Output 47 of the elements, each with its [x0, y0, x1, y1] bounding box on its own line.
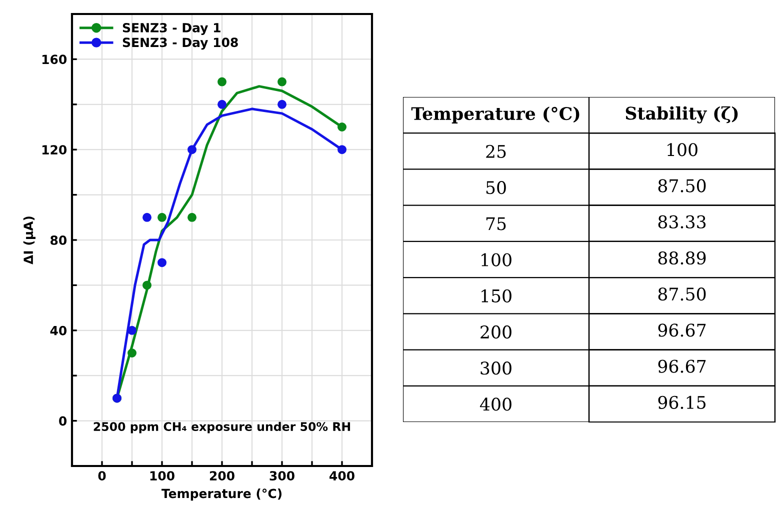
x-tick-label: 400: [330, 471, 354, 481]
data-label: 96.15: [658, 396, 706, 409]
point: [218, 100, 226, 109]
y-tick-label: 100: [482, 253, 512, 266]
point: [218, 77, 226, 86]
y-axis-title: ΔI (μA): [23, 216, 36, 264]
point: [158, 212, 166, 222]
y-tick-label: 400: [480, 398, 512, 411]
point: [278, 77, 286, 86]
y-axis-title: Temperature (°C): [411, 106, 580, 124]
data-label: 83.33: [658, 215, 706, 228]
point: [128, 348, 136, 358]
data-label: 88.89: [658, 251, 706, 265]
point: [188, 212, 196, 222]
x-axis-title: Temperature (°C): [162, 488, 282, 501]
point: [142, 280, 152, 290]
y-tick-label: 25: [486, 144, 506, 158]
annotation: 2500 ppm CH₄ exposure under 50% RH: [94, 422, 350, 434]
x-tick-label: Stability (ζ): [626, 106, 738, 124]
y-tick-label: 40: [50, 326, 67, 336]
y-tick-label: 75: [486, 217, 506, 230]
y-tick-label: 50: [486, 180, 506, 194]
x-tick-label: 100: [150, 471, 174, 481]
y-tick-label: 200: [480, 325, 512, 339]
y-tick-label: 300: [480, 362, 512, 375]
legend-label: SENZ3 - Day 108: [122, 38, 238, 50]
y-tick-label: 160: [42, 54, 67, 64]
x-tick-label: 300: [270, 471, 294, 481]
y-tick-label: 150: [482, 289, 512, 302]
x-tick-label: 0: [98, 471, 106, 481]
y-tick-label: 120: [42, 145, 67, 155]
point: [128, 326, 136, 335]
data-label: 87.50: [658, 288, 706, 301]
legend-label: SENZ3 - Day 1: [122, 22, 220, 35]
data-label: 100: [668, 143, 698, 156]
point: [188, 145, 196, 154]
point: [338, 145, 346, 154]
point: [278, 100, 286, 109]
data-label: 96.67: [658, 360, 706, 373]
point: [338, 122, 346, 132]
point: [142, 212, 152, 222]
data-label: 87.50: [658, 179, 706, 192]
data-label: 96.67: [658, 324, 706, 337]
x-tick-label: 200: [210, 471, 234, 481]
point: [158, 258, 166, 268]
y-tick-label: 0: [59, 416, 67, 426]
y-tick-label: 80: [50, 235, 67, 245]
